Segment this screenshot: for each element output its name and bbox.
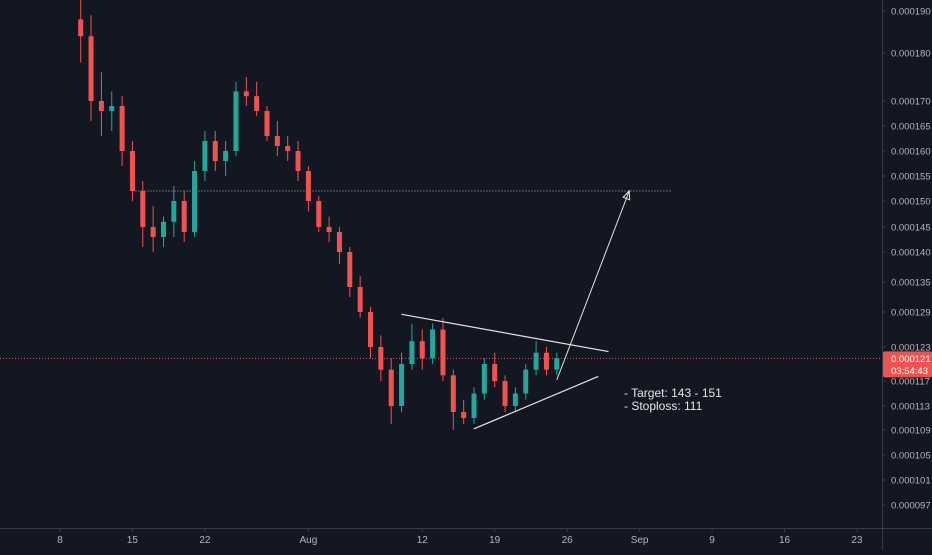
trade-note-stoploss: - Stoploss: 111 <box>624 399 703 413</box>
candle-body <box>129 151 135 191</box>
candle-body <box>119 106 125 151</box>
price-tick-label: 0.000105 <box>891 451 931 462</box>
candle-body <box>368 312 373 347</box>
price-tick-label: 0.000180 <box>891 49 931 60</box>
candle-body <box>316 201 322 227</box>
price-tick-label: 0.000113 <box>891 402 930 413</box>
candle-body <box>243 91 249 97</box>
candle-body <box>109 106 115 111</box>
current-price-label: 0.000121 <box>891 354 931 365</box>
time-axis[interactable]: 8 15 22 Aug 12 19 26 Sep 9 16 23 <box>0 528 932 546</box>
candle-body <box>502 381 508 406</box>
price-tick-label: 0.000135 <box>891 278 931 289</box>
candle-body <box>150 227 156 237</box>
candle-body <box>223 151 229 161</box>
candle-body <box>419 341 425 359</box>
candle-body <box>450 375 456 412</box>
price-tick-label: 0.000170 <box>891 97 931 108</box>
candle-body <box>98 101 104 111</box>
candle-body <box>202 141 208 171</box>
candle-body <box>88 36 94 102</box>
time-tick-label: 22 <box>199 535 211 546</box>
candle-body <box>161 221 166 237</box>
time-tick-label: Sep <box>631 535 649 546</box>
candle-body <box>274 136 280 146</box>
price-tick-label: 0.000190 <box>891 7 931 18</box>
candle-body <box>295 151 301 171</box>
projection-arrow-head <box>622 189 631 201</box>
candle-body <box>254 96 260 111</box>
plot-area[interactable] <box>0 0 882 430</box>
price-tick-label: 0.000165 <box>891 122 931 133</box>
candle-body <box>481 364 487 394</box>
price-tick-label: 0.000123 <box>891 343 931 354</box>
candle-body <box>192 171 198 232</box>
candle-body <box>440 329 446 376</box>
candle-body <box>471 393 477 418</box>
candle-body <box>533 352 539 370</box>
time-tick-label: 15 <box>127 535 139 546</box>
price-tick-label: 0.000150 <box>891 197 931 208</box>
trade-note-target: - Target: 143 - 151 <box>624 386 722 400</box>
candle-body <box>388 369 394 406</box>
candle-body <box>357 287 363 312</box>
time-tick-label: 12 <box>417 535 429 546</box>
price-tick-label: 0.000160 <box>891 147 931 158</box>
candle-body <box>264 111 270 136</box>
candle-body <box>430 329 436 359</box>
price-tick-label: 0.000129 <box>891 308 931 319</box>
candle-body <box>140 191 146 227</box>
candle-body <box>399 364 405 406</box>
candle-body <box>305 171 311 201</box>
candle-body <box>512 393 518 406</box>
upper-trendline[interactable] <box>401 313 609 353</box>
candle-body <box>336 232 342 252</box>
price-tick-label: 0.000109 <box>891 426 931 437</box>
candle-countdown-label: 03:54:43 <box>891 366 928 377</box>
current-price-badge <box>883 351 932 378</box>
time-tick-label: 8 <box>57 535 63 546</box>
candle-body <box>285 146 291 151</box>
lower-trendline[interactable] <box>473 375 599 430</box>
price-tick-label: 0.000145 <box>891 223 931 234</box>
time-tick-label: 23 <box>851 535 863 546</box>
price-axis[interactable]: 0.000190 0.000180 0.000170 0.000165 0.000160… <box>882 0 932 550</box>
price-tick-label: 0.000097 <box>891 501 931 512</box>
time-tick-label: 9 <box>709 535 715 546</box>
time-tick-label: 16 <box>779 535 791 546</box>
time-tick-label: 19 <box>489 535 501 546</box>
candle-body <box>409 341 415 364</box>
candle-body <box>181 201 187 232</box>
candle-body <box>212 141 218 161</box>
time-tick-label: 26 <box>562 535 574 546</box>
projection-arrow[interactable] <box>556 190 630 381</box>
candle-body <box>378 347 384 370</box>
price-tick-label: 0.000117 <box>891 377 930 388</box>
candle-body <box>78 19 84 37</box>
candle-body <box>492 364 498 381</box>
candle-body <box>326 227 332 232</box>
time-tick-label: Aug <box>300 535 318 546</box>
candle-body <box>171 201 177 222</box>
candle-body <box>347 252 353 287</box>
price-tick-label: 0.000140 <box>891 248 931 259</box>
candle-body <box>461 412 467 418</box>
candle-body <box>233 91 239 151</box>
price-tick-label: 0.000101 <box>891 476 931 487</box>
price-tick-label: 0.000155 <box>891 172 931 183</box>
candle-body <box>523 369 529 394</box>
candle-body <box>554 358 560 370</box>
candle-body <box>543 352 549 370</box>
candles-group <box>78 0 560 430</box>
